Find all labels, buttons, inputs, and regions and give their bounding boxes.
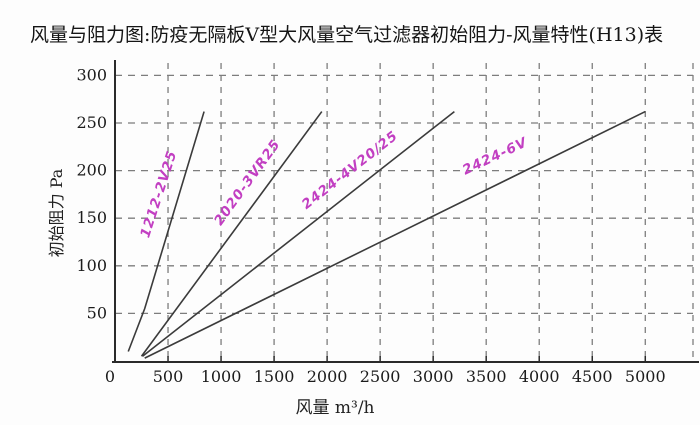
x-tick-label: 1500 — [254, 367, 295, 386]
x-tick-label: 1000 — [201, 367, 242, 386]
series-label-2020-3VR25: 2020-3VR25 — [211, 136, 284, 228]
x-tick-label: 4000 — [519, 367, 560, 386]
x-tick-label: 5000 — [625, 367, 666, 386]
series-line-1212-2V25 — [127, 111, 205, 352]
series-label-2424-6V: 2424-6V — [460, 134, 531, 178]
x-tick-label: 2500 — [360, 367, 401, 386]
x-tick-label: 3500 — [466, 367, 507, 386]
x-axis-title: 风量 m³/h — [295, 398, 375, 418]
y-tick-label: 250 — [76, 113, 107, 132]
y-axis-title: 初始阻力 Pa — [47, 168, 66, 258]
series-label-1212-2V25: 1212-2V25 — [137, 148, 180, 239]
y-tick-label: 50 — [87, 303, 107, 322]
y-tick-label: 200 — [76, 161, 107, 180]
y-tick-label: 300 — [76, 65, 107, 84]
series-line-2020-3VR25 — [140, 111, 323, 357]
chart-title: 风量与阻力图:防疫无隔板V型大风量空气过滤器初始阻力-风量特性(H13)表 — [30, 24, 664, 46]
series-line-2424-4V20/25 — [142, 110, 455, 357]
y-tick-label: 100 — [76, 256, 107, 275]
x-tick-label: 0 — [105, 367, 115, 386]
series-line-2424-6V — [144, 110, 646, 359]
x-tick-label: 3000 — [413, 367, 454, 386]
x-tick-label: 2000 — [307, 367, 348, 386]
y-tick-label: 150 — [76, 208, 107, 227]
x-tick-label: 500 — [153, 367, 184, 386]
x-tick-label: 4500 — [572, 367, 613, 386]
